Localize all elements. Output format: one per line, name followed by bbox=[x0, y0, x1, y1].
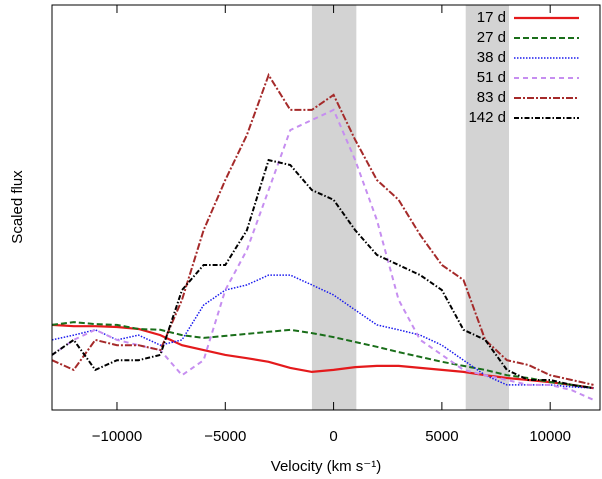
x-axis-label: Velocity (km s⁻¹) bbox=[271, 458, 381, 475]
y-axis-label: Scaled flux bbox=[9, 170, 26, 244]
legend-label: 38 d bbox=[477, 49, 506, 66]
legend-label: 27 d bbox=[477, 29, 506, 46]
x-tick-label: −10000 bbox=[92, 428, 142, 445]
x-tick-label: 10000 bbox=[529, 428, 571, 445]
legend-label: 51 d bbox=[477, 69, 506, 86]
lines bbox=[51, 72, 594, 401]
bands bbox=[311, 5, 510, 410]
legend-label: 83 d bbox=[477, 89, 506, 106]
series-line bbox=[51, 321, 594, 390]
series-line bbox=[51, 274, 594, 389]
x-tick-label: −5000 bbox=[204, 428, 246, 445]
plot-frame bbox=[51, 4, 601, 411]
series-line bbox=[51, 72, 594, 386]
x-tick-label: 5000 bbox=[425, 428, 458, 445]
legend-label: 17 d bbox=[477, 9, 506, 26]
series-line bbox=[51, 158, 594, 390]
legend-label: 142 d bbox=[468, 109, 506, 126]
x-tick-label: 0 bbox=[329, 428, 337, 445]
shaded-band bbox=[311, 5, 357, 410]
